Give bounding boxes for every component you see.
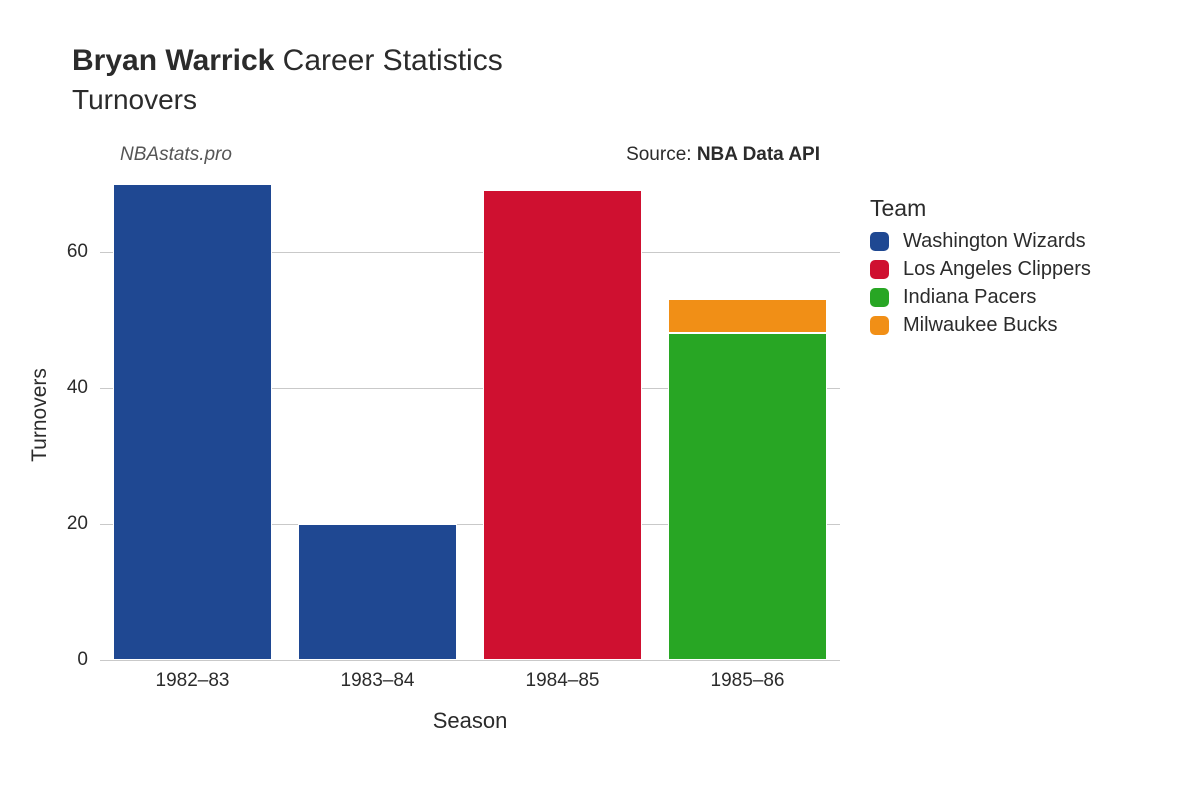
legend-title: Team: [870, 195, 1091, 222]
title-player-name: Bryan Warrick: [72, 44, 274, 77]
bar-segment: [668, 299, 827, 333]
legend-swatch: [870, 260, 889, 279]
legend-item: Los Angeles Clippers: [870, 258, 1091, 281]
legend-label: Washington Wizards: [903, 230, 1086, 253]
chart-subtitle: Turnovers: [72, 82, 503, 117]
source-label: Source:: [626, 144, 697, 165]
bar-segment: [298, 524, 457, 660]
title-suffix: Career Statistics: [274, 44, 502, 77]
legend-swatch: [870, 232, 889, 251]
x-axis-label: Season: [100, 708, 840, 734]
legend-label: Los Angeles Clippers: [903, 258, 1091, 281]
bar-segment: [668, 333, 827, 660]
chart-title: Bryan Warrick Career Statistics Turnover…: [72, 42, 503, 117]
legend: Team Washington Wizards Los Angeles Clipp…: [870, 195, 1091, 342]
y-tick-label: 0: [48, 649, 88, 671]
legend-item: Washington Wizards: [870, 230, 1091, 253]
x-tick-label: 1982–83: [156, 670, 230, 692]
y-tick-label: 20: [48, 513, 88, 535]
x-tick-label: 1984–85: [526, 670, 600, 692]
legend-swatch: [870, 316, 889, 335]
legend-item: Milwaukee Bucks: [870, 314, 1091, 337]
source-value: NBA Data API: [697, 144, 820, 165]
legend-label: Milwaukee Bucks: [903, 314, 1058, 337]
bar-segment: [113, 184, 272, 660]
chart-plot-area: Turnovers Season 0204060 1982–831983–841…: [100, 170, 840, 660]
legend-label: Indiana Pacers: [903, 286, 1036, 309]
y-tick-label: 40: [48, 377, 88, 399]
watermark: NBAstats.pro: [120, 144, 232, 166]
gridline: [100, 660, 840, 661]
x-tick-label: 1983–84: [341, 670, 415, 692]
legend-swatch: [870, 288, 889, 307]
bar-segment: [483, 190, 642, 660]
y-tick-label: 60: [48, 241, 88, 263]
legend-item: Indiana Pacers: [870, 286, 1091, 309]
x-tick-label: 1985–86: [711, 670, 785, 692]
source-attribution: Source: NBA Data API: [626, 144, 820, 166]
